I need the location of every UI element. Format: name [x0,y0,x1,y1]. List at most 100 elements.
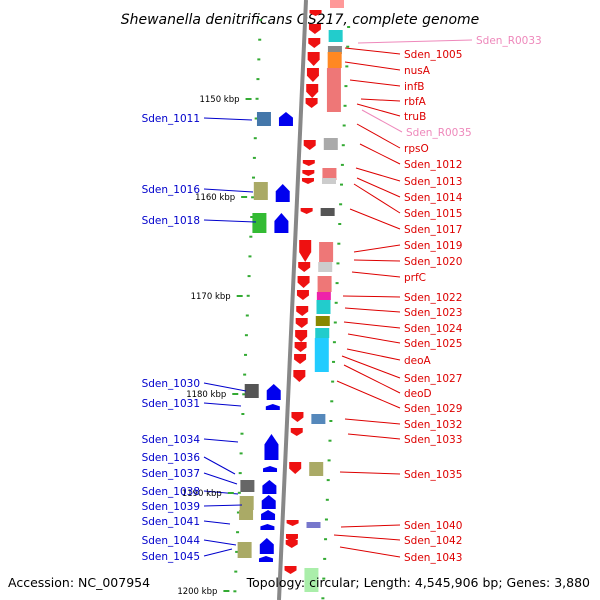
leader-line [344,61,401,71]
leader-line [203,219,257,223]
leader-line [203,539,237,546]
leader-line [343,364,401,394]
kbp-tick [241,196,248,198]
forward-gene-arrow [263,466,278,472]
gene-function-box [256,112,271,126]
forward-gene-arrow [278,112,293,126]
forward-gene-arrow [261,495,276,509]
gene-label-left: Sden_1041 [142,516,200,528]
gene-label-right: Sden_1033 [404,434,462,446]
gene-label-right: Sden_1043 [404,552,462,564]
reverse-gene-arrow [296,306,309,316]
backbone [277,0,308,600]
tick-mark-right [336,262,340,265]
tick-mark-right [337,242,341,245]
reverse-gene-arrow [296,290,309,300]
leader-line [203,548,233,557]
gene-function-box [318,262,333,272]
gene-function-box [237,542,252,558]
kbp-label: 1150 kbp [199,95,239,105]
reverse-gene-arrow [303,140,316,150]
leader-line [355,167,401,182]
leader-line [360,98,401,102]
gene-function-box [304,568,319,592]
gene-label-right: truB [404,111,426,123]
gene-label-right: Sden_1025 [404,338,462,350]
reverse-gene-arrow [306,68,319,82]
gene-function-box [316,300,331,314]
tick-mark-left [252,176,256,179]
gene-label-right: infB [404,81,424,93]
map-title: Shewanella denitrificans OS217, complete… [121,12,480,28]
tick-mark-left [257,58,261,61]
tick-mark-right [323,557,327,560]
forward-gene-arrow [259,538,274,554]
gene-label-right: Sden_1029 [404,403,462,415]
tick-mark-right [341,144,345,147]
reverse-gene-arrow [294,354,307,364]
reverse-gene-arrow [293,370,306,382]
gene-function-box [315,316,330,326]
tick-mark-left [248,255,252,258]
tick-mark-right [327,459,331,462]
gene-label-left: Sden_1018 [142,215,200,227]
forward-gene-arrow [265,404,280,410]
accession-text: Accession: NC_007954 [8,575,150,590]
reverse-gene-arrow [302,170,315,176]
tick-mark-right [340,163,344,166]
gene-label-left: Sden_1045 [142,551,200,563]
gene-function-box [317,276,332,292]
tick-mark-left [244,334,248,337]
reverse-gene-arrow [308,24,321,34]
gene-label-right: Sden_1023 [404,307,462,319]
gene-label-left: Sden_1036 [142,452,201,464]
tick-mark-right [324,538,328,541]
leader-line [333,534,401,541]
forward-gene-arrow [266,384,281,400]
tick-mark-right [335,282,339,285]
kbp-tick [232,393,239,395]
gene-label-left: Sden_1039 [142,501,200,513]
gene-label-right: Sden_1042 [404,535,462,547]
forward-gene-arrow [260,524,275,530]
tick-mark-right [346,45,350,48]
leader-line [353,259,401,262]
leader-line [203,456,236,475]
gene-label-right: deoD [404,388,432,400]
tick-mark-right [340,183,344,186]
leader-line [203,438,239,443]
tick-mark-right [324,518,328,521]
gene-label-right: Sden_1040 [404,520,462,532]
kbp-label: 1170 kbp [191,292,231,302]
tick-mark-left [237,491,241,494]
gene-track [237,0,344,592]
reverse-gene-arrow [308,38,321,48]
gene-label-right: rbfA [404,96,427,108]
leader-line [203,504,243,507]
tick-mark-right [326,479,330,482]
leader-line [342,295,401,298]
gene-function-box [321,178,336,184]
gene-label-left: Sden_1037 [142,468,200,480]
tick-mark-right [345,65,349,68]
gene-label-right: Sden_1005 [404,49,462,61]
tick-mark-right [332,341,336,344]
tick-mark-left [240,432,244,435]
reverse-gene-arrow [299,240,312,262]
leader-line [353,183,401,214]
reverse-gene-arrow [289,462,302,474]
gene-label-right: Sden_1035 [404,469,462,481]
kbp-tick [227,492,234,494]
leader-line [361,109,403,133]
gene-label-right: Sden_1024 [404,323,463,335]
gene-label-right: Sden_1013 [404,176,462,188]
leader-line [344,418,401,425]
kbp-label: 1190 kbp [182,489,222,499]
reverse-gene-arrow [295,318,308,328]
gene-label-left: Sden_1016 [142,184,201,196]
leader-line [347,333,401,344]
leader-line [356,123,401,149]
gene-function-box [252,213,267,233]
tick-mark-left [252,156,256,159]
